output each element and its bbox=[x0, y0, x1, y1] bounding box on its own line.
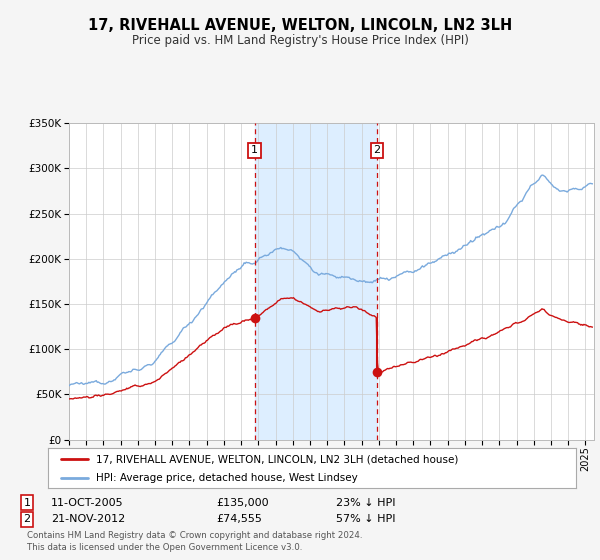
Text: £135,000: £135,000 bbox=[216, 498, 269, 508]
Text: Contains HM Land Registry data © Crown copyright and database right 2024.: Contains HM Land Registry data © Crown c… bbox=[27, 531, 362, 540]
Bar bbox=[255, 123, 377, 440]
Text: 11-OCT-2005: 11-OCT-2005 bbox=[51, 498, 124, 508]
Text: 17, RIVEHALL AVENUE, WELTON, LINCOLN, LN2 3LH (detached house): 17, RIVEHALL AVENUE, WELTON, LINCOLN, LN… bbox=[95, 454, 458, 464]
Text: HPI: Average price, detached house, West Lindsey: HPI: Average price, detached house, West… bbox=[95, 473, 357, 483]
Text: 1: 1 bbox=[23, 498, 31, 508]
Text: This data is licensed under the Open Government Licence v3.0.: This data is licensed under the Open Gov… bbox=[27, 543, 302, 552]
Text: 23% ↓ HPI: 23% ↓ HPI bbox=[336, 498, 395, 508]
Text: £74,555: £74,555 bbox=[216, 514, 262, 524]
Text: 2: 2 bbox=[374, 146, 380, 155]
Text: 21-NOV-2012: 21-NOV-2012 bbox=[51, 514, 125, 524]
Text: 1: 1 bbox=[251, 146, 258, 155]
Text: 57% ↓ HPI: 57% ↓ HPI bbox=[336, 514, 395, 524]
Text: 17, RIVEHALL AVENUE, WELTON, LINCOLN, LN2 3LH: 17, RIVEHALL AVENUE, WELTON, LINCOLN, LN… bbox=[88, 18, 512, 33]
Text: 2: 2 bbox=[23, 514, 31, 524]
Text: Price paid vs. HM Land Registry's House Price Index (HPI): Price paid vs. HM Land Registry's House … bbox=[131, 34, 469, 46]
